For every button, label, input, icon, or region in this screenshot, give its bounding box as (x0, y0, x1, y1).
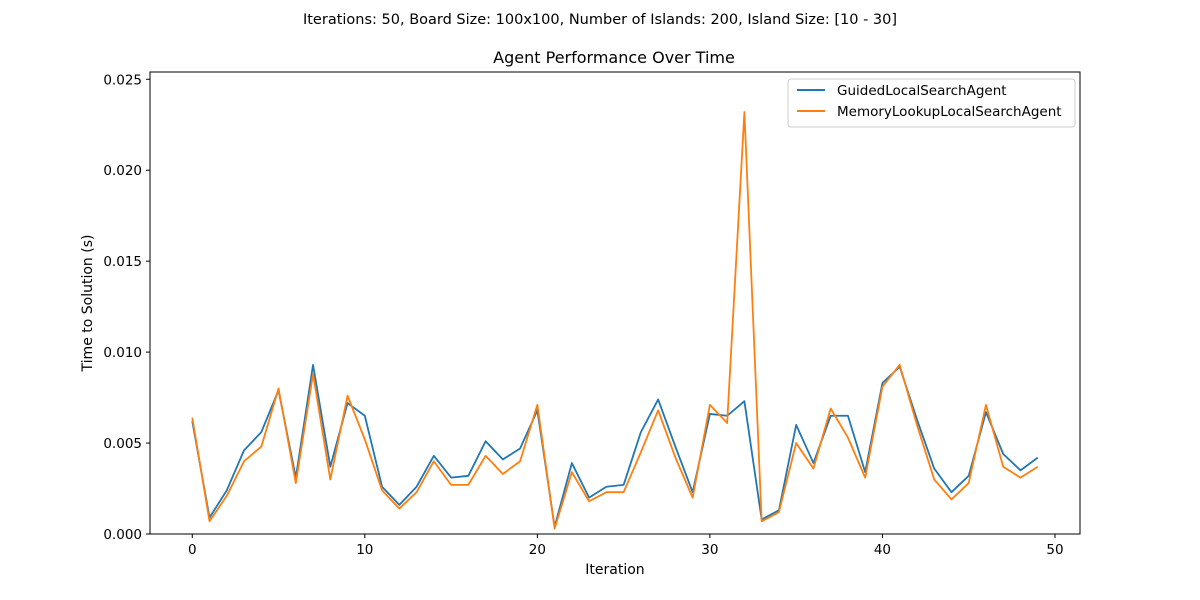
x-tick-label: 0 (188, 542, 197, 558)
y-tick-label: 0.005 (103, 436, 142, 452)
series-lines (191, 111, 1039, 530)
figure-suptitle: Iterations: 50, Board Size: 100x100, Num… (303, 12, 897, 28)
y-tick-label: 0.025 (103, 72, 142, 88)
chart-title: Agent Performance Over Time (493, 48, 735, 67)
plot-area (149, 71, 1081, 535)
legend-label-memory: MemoryLookupLocalSearchAgent (837, 104, 1062, 120)
legend-label-guided: GuidedLocalSearchAgent (837, 83, 1007, 99)
y-axis-label: Time to Solution (s) (80, 235, 96, 373)
x-tick-label: 10 (356, 542, 373, 558)
legend-box (787, 78, 1076, 128)
series-line-0 (191, 363, 1039, 528)
series-line-1 (191, 111, 1039, 530)
x-tick-label: 50 (1046, 542, 1063, 558)
x-tick-label: 30 (701, 542, 718, 558)
y-tick-label: 0.020 (103, 163, 142, 179)
x-tick-label: 40 (874, 542, 891, 558)
y-tick-label: 0.010 (103, 345, 142, 361)
x-axis-label: Iteration (585, 562, 644, 578)
axes-frame (149, 71, 1081, 535)
legend: GuidedLocalSearchAgent MemoryLookupLocal… (787, 78, 1076, 128)
x-axis-ticks: 0 10 20 30 40 50 (188, 534, 1064, 558)
y-tick-label: 0.015 (103, 254, 142, 270)
x-tick-label: 20 (529, 542, 546, 558)
y-axis-ticks: 0.000 0.005 0.010 0.015 0.020 0.025 (103, 72, 150, 543)
y-tick-label: 0.000 (103, 527, 142, 543)
